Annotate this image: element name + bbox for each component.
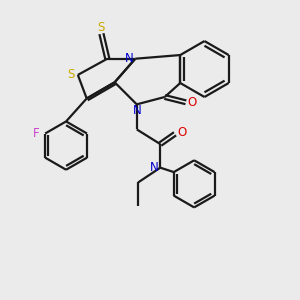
Text: O: O bbox=[188, 96, 197, 109]
Text: O: O bbox=[177, 126, 186, 139]
Text: F: F bbox=[32, 127, 39, 140]
Text: N: N bbox=[124, 52, 133, 65]
Text: S: S bbox=[98, 21, 105, 34]
Text: S: S bbox=[68, 68, 75, 81]
Text: N: N bbox=[132, 104, 141, 117]
Text: N: N bbox=[149, 161, 158, 174]
